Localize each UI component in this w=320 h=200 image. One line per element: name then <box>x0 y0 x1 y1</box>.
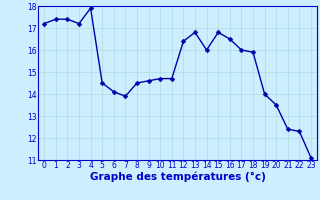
X-axis label: Graphe des températures (°c): Graphe des températures (°c) <box>90 172 266 182</box>
